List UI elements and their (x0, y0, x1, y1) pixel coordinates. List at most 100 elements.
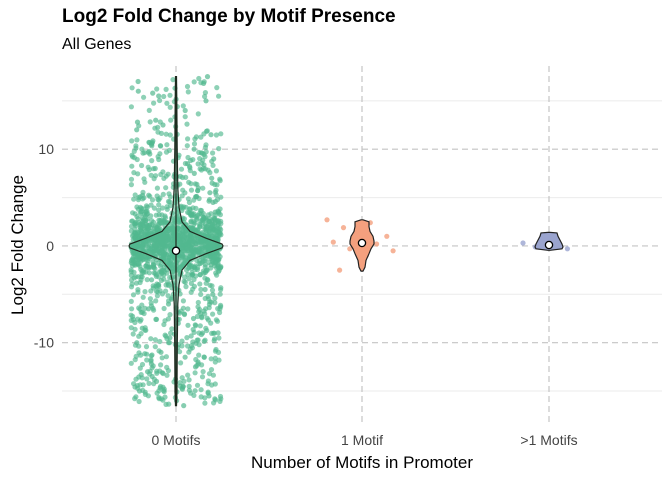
data-point (194, 267, 200, 273)
data-point (185, 322, 191, 328)
data-point (178, 203, 184, 209)
data-point (193, 134, 199, 140)
data-point (135, 289, 141, 295)
data-point (181, 403, 187, 409)
data-point (148, 172, 154, 178)
data-point (152, 344, 158, 350)
data-point (165, 293, 171, 299)
data-point (159, 355, 165, 361)
data-point (144, 204, 150, 210)
data-point (201, 80, 207, 86)
data-point (179, 174, 186, 181)
data-point (193, 205, 199, 211)
data-point (142, 179, 148, 185)
data-point (213, 235, 219, 241)
data-point (158, 362, 164, 368)
data-point (134, 156, 140, 163)
data-point (210, 199, 216, 205)
data-point (143, 263, 149, 269)
data-point (167, 335, 173, 341)
data-point (181, 216, 187, 222)
data-point (147, 119, 153, 125)
data-point (216, 146, 222, 152)
data-point (170, 77, 176, 83)
data-point (156, 202, 162, 208)
data-point (165, 301, 172, 307)
data-point (177, 349, 183, 355)
data-point (157, 385, 163, 391)
data-point (201, 131, 207, 137)
data-point (157, 338, 163, 345)
data-point (197, 156, 203, 162)
data-point (135, 171, 141, 177)
data-point (198, 207, 204, 214)
data-point (156, 207, 162, 213)
data-point (144, 277, 150, 283)
data-point (139, 325, 145, 331)
data-point (128, 182, 134, 188)
data-point (194, 382, 201, 388)
data-point (147, 296, 153, 302)
data-point (202, 93, 208, 100)
data-point (163, 131, 169, 137)
violin-layer (128, 76, 564, 407)
data-point (192, 370, 198, 376)
data-point (204, 128, 210, 134)
data-point (191, 170, 197, 176)
data-point (153, 316, 160, 322)
data-point (135, 206, 141, 212)
data-point (160, 267, 167, 273)
data-point (135, 88, 141, 94)
data-point (199, 315, 205, 321)
data-point (151, 262, 157, 268)
data-point (212, 227, 218, 233)
data-point (134, 261, 140, 267)
data-point (133, 219, 139, 226)
data-point (168, 330, 174, 336)
data-point (210, 150, 216, 156)
data-point (195, 111, 201, 117)
data-point (196, 342, 202, 348)
data-point (564, 246, 571, 252)
data-point (149, 218, 155, 224)
data-point (179, 207, 185, 214)
data-point (167, 132, 173, 138)
data-point (217, 291, 223, 297)
data-point (209, 283, 215, 289)
data-point (180, 383, 186, 389)
data-point (204, 217, 210, 223)
data-point (212, 189, 218, 195)
data-point (131, 148, 137, 154)
data-point (166, 340, 172, 346)
data-point (216, 93, 222, 99)
y-tick-label: -10 (34, 335, 54, 351)
data-point (184, 121, 190, 127)
data-point (195, 161, 201, 167)
data-point (153, 117, 159, 123)
data-point (209, 219, 215, 225)
data-point (203, 325, 209, 331)
data-point (185, 89, 191, 95)
data-point (148, 336, 154, 342)
data-point (189, 272, 195, 278)
x-tick-label: 1 Motif (341, 432, 383, 448)
data-point (128, 223, 135, 229)
data-point (185, 306, 191, 312)
data-point (164, 364, 170, 370)
data-point (191, 79, 197, 85)
data-point (169, 326, 175, 332)
data-point (148, 202, 154, 208)
data-point (163, 86, 169, 92)
data-point (135, 252, 141, 259)
data-point (168, 296, 175, 302)
data-point (160, 122, 166, 128)
data-point (210, 372, 216, 378)
data-point (324, 217, 330, 223)
data-point (205, 212, 211, 218)
data-point (154, 86, 160, 92)
data-point (203, 227, 209, 234)
data-point (194, 216, 200, 222)
data-point (140, 267, 146, 273)
data-point (134, 137, 140, 143)
